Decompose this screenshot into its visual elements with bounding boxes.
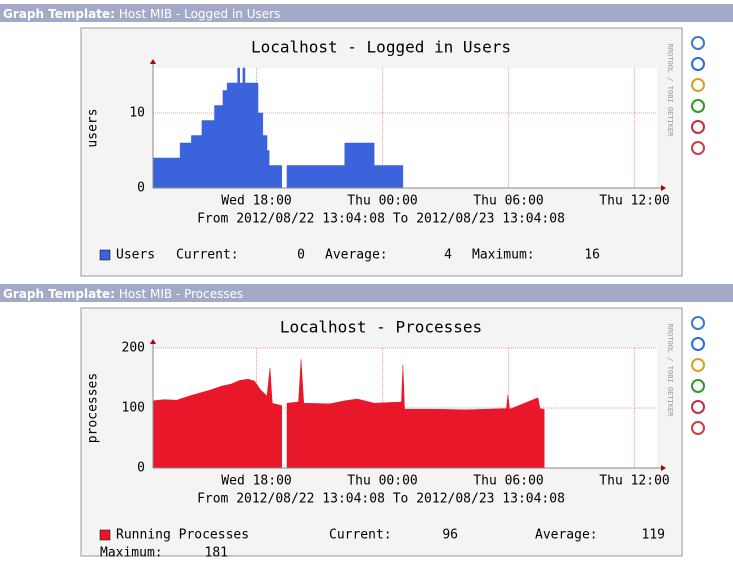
stat-label: Average: bbox=[535, 528, 598, 543]
stat-value: 181 bbox=[205, 546, 228, 561]
icon-debug[interactable] bbox=[691, 400, 705, 414]
y-axis-label: processes bbox=[86, 373, 101, 443]
x-tick-label: Wed 18:00 bbox=[221, 194, 291, 209]
axis-arrow bbox=[150, 339, 156, 344]
stat-value: 4 bbox=[444, 248, 452, 263]
header-title: Host MIB - Logged in Users bbox=[119, 7, 280, 21]
icon-zoom[interactable] bbox=[691, 36, 705, 50]
stat-label: Maximum: bbox=[472, 248, 535, 263]
legend-entry: Running Processes bbox=[116, 528, 249, 543]
side-text: RRDTOOL / TOBI OETIKER bbox=[666, 44, 674, 138]
icon-time[interactable] bbox=[691, 57, 705, 71]
stat-value: 96 bbox=[442, 528, 458, 543]
header: Graph Template: Host MIB - Logged in User… bbox=[3, 7, 280, 21]
stat-label: Maximum: bbox=[100, 546, 163, 561]
icon-top[interactable] bbox=[691, 141, 705, 155]
stat-value: 119 bbox=[642, 528, 665, 543]
stat-value: 0 bbox=[297, 248, 305, 263]
y-tick-label: 0 bbox=[137, 461, 145, 476]
icon-time[interactable] bbox=[691, 337, 705, 351]
y-tick-label: 200 bbox=[122, 341, 145, 356]
icon-zoom[interactable] bbox=[691, 316, 705, 330]
header-bar bbox=[0, 284, 733, 302]
header-bar bbox=[0, 4, 733, 22]
x-tick-label: Thu 06:00 bbox=[473, 194, 543, 209]
legend-swatch bbox=[99, 529, 111, 541]
axis-arrow bbox=[150, 59, 156, 64]
icon-graph[interactable] bbox=[691, 99, 705, 113]
axis-arrow bbox=[661, 465, 666, 471]
x-tick-label: Thu 12:00 bbox=[599, 194, 669, 209]
side-text: RRDTOOL / TOBI OETIKER bbox=[666, 324, 674, 418]
y-axis-label: users bbox=[86, 108, 101, 147]
y-tick-label: 100 bbox=[122, 401, 145, 416]
icon-debug[interactable] bbox=[691, 120, 705, 134]
data-area bbox=[152, 67, 404, 189]
x-axis-label: From 2012/08/22 13:04:08 To 2012/08/23 1… bbox=[197, 492, 565, 507]
x-tick-label: Wed 18:00 bbox=[221, 474, 291, 489]
data-area bbox=[152, 359, 545, 469]
icon-graph[interactable] bbox=[691, 379, 705, 393]
stat-value: 16 bbox=[584, 248, 600, 263]
axis-arrow bbox=[661, 185, 666, 191]
legend-swatch bbox=[99, 249, 111, 261]
header-label: Graph Template: bbox=[3, 7, 115, 21]
graph-title: Localhost - Processes bbox=[280, 318, 482, 337]
x-tick-label: Thu 06:00 bbox=[473, 474, 543, 489]
y-tick-label: 0 bbox=[137, 181, 145, 196]
header: Graph Template: Host MIB - Processes bbox=[3, 287, 243, 301]
stat-label: Current: bbox=[329, 528, 392, 543]
legend-entry: Users bbox=[116, 248, 155, 263]
icon-top[interactable] bbox=[691, 421, 705, 435]
stat-label: Current: bbox=[176, 248, 239, 263]
x-tick-label: Thu 00:00 bbox=[347, 194, 417, 209]
graph-title: Localhost - Logged in Users bbox=[251, 38, 511, 57]
header-label: Graph Template: bbox=[3, 287, 115, 301]
x-tick-label: Thu 12:00 bbox=[599, 474, 669, 489]
x-axis-label: From 2012/08/22 13:04:08 To 2012/08/23 1… bbox=[197, 212, 565, 227]
icon-edit[interactable] bbox=[691, 78, 705, 92]
y-tick-label: 10 bbox=[129, 106, 145, 121]
header-title: Host MIB - Processes bbox=[119, 287, 243, 301]
x-tick-label: Thu 00:00 bbox=[347, 474, 417, 489]
icon-edit[interactable] bbox=[691, 358, 705, 372]
stat-label: Average: bbox=[325, 248, 388, 263]
